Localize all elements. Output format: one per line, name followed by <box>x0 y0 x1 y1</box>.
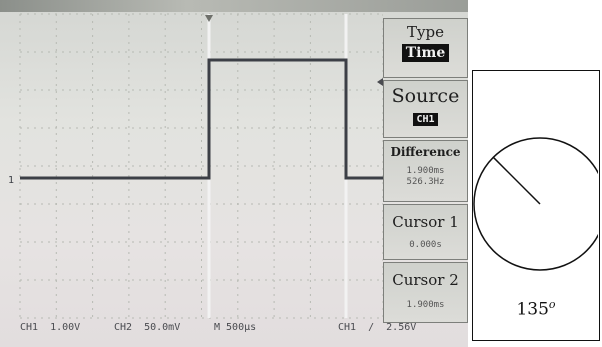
ch1-trace <box>20 58 383 180</box>
dial-needle <box>492 156 541 205</box>
difference-label: Difference <box>390 145 461 159</box>
difference-readout: Difference 1.900ms 526.3Hz <box>383 140 468 202</box>
scope-graticule: 1 <box>8 13 383 319</box>
trigger-position-marker <box>205 15 213 22</box>
trigger-level-marker <box>377 78 383 86</box>
cursor-2-value: 1.900ms <box>406 300 445 310</box>
timebase: M 500µs <box>214 322 257 333</box>
difference-time: 1.900ms <box>406 166 445 176</box>
type-label: Type <box>407 23 444 41</box>
cursor-2-button[interactable]: Cursor 2 1.900ms <box>383 262 468 323</box>
cursor-1-button[interactable]: Cursor 1 0.000s <box>383 204 468 260</box>
difference-frequency: 526.3Hz <box>406 177 445 187</box>
trigger-setting: CH1 / 2.56V <box>338 322 417 333</box>
status-bar: CH1 1.00V CH2 50.0mV M 500µs CH1 / 2.56V <box>20 322 416 336</box>
oscilloscope-screen: 1 Type Time Source CH1 Difference 1.900m… <box>0 0 468 347</box>
cursor-1-value: 0.000s <box>409 240 442 250</box>
source-label: Source <box>391 85 460 107</box>
source-menu-button[interactable]: Source CH1 <box>383 80 468 138</box>
type-value: Time <box>401 44 450 62</box>
type-menu-button[interactable]: Type Time <box>383 18 468 78</box>
dial-circle <box>473 137 598 271</box>
source-value: CH1 <box>413 113 438 126</box>
angle-unit: o <box>548 298 556 311</box>
channel-1-marker: 1 <box>8 175 14 186</box>
angle-dial <box>473 137 598 271</box>
scope-bezel <box>0 0 468 12</box>
angle-label: 135o <box>473 298 599 320</box>
ch1-scale: CH1 1.00V <box>20 322 81 333</box>
cursor-2-label: Cursor 2 <box>392 271 459 289</box>
ch2-scale: CH2 50.0mV <box>114 322 181 333</box>
angle-value: 135 <box>516 299 549 320</box>
cursor-menu: Type Time Source CH1 Difference 1.900ms … <box>383 18 468 323</box>
angle-diagram: 135o <box>472 70 600 341</box>
cursor-1-label: Cursor 1 <box>392 213 459 231</box>
